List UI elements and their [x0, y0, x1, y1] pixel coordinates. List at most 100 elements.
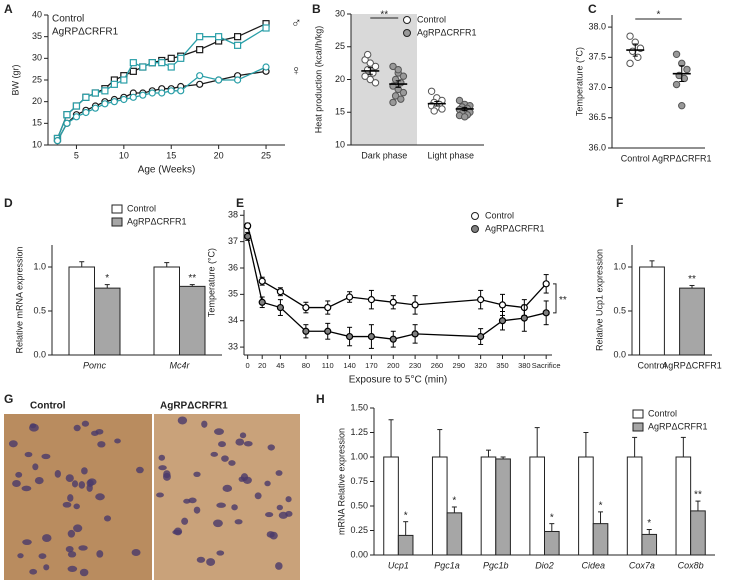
panel-letter: A: [4, 2, 13, 16]
data-point: [542, 280, 550, 288]
legend-label: Control: [127, 203, 156, 213]
y-tick-label: 1.50: [350, 402, 368, 412]
y-tick-label: 38: [228, 210, 238, 220]
y-tick-label: 36.5: [588, 112, 606, 122]
data-point: [345, 293, 354, 301]
histology-images: [4, 414, 300, 580]
y-tick-label: 15: [335, 107, 345, 117]
bar: [383, 456, 399, 556]
nucleus: [81, 467, 88, 475]
data-point: [177, 54, 185, 62]
data-point: [101, 87, 109, 95]
y-tick-label: 36.0: [588, 142, 606, 152]
data-point: [626, 59, 634, 68]
y-tick-label: 0.0: [33, 349, 46, 359]
x-tick-label: 290: [453, 361, 466, 370]
x-tick-label: 20: [214, 150, 224, 160]
nucleus: [34, 477, 44, 485]
legend-swatch: [632, 422, 644, 432]
panel-letter: B: [312, 2, 321, 16]
data-point: [53, 137, 62, 145]
x-tick-label: 25: [261, 150, 271, 160]
bar: [529, 456, 546, 556]
data-point: [520, 314, 528, 322]
data-point: [399, 88, 408, 97]
y-tick-label: 0.5: [33, 305, 46, 315]
panel-letter: E: [236, 196, 244, 210]
nucleus: [42, 534, 52, 543]
legend-swatch: [471, 225, 479, 233]
bar: [153, 266, 180, 356]
nucleus: [216, 502, 226, 508]
data-point: [371, 79, 380, 87]
bar: [641, 533, 658, 556]
data-point: [363, 50, 372, 59]
data-point: [82, 93, 90, 101]
data-point: [148, 59, 156, 67]
nucleus: [193, 506, 201, 514]
data-point: [389, 335, 397, 343]
x-tick-label: 380: [518, 361, 531, 370]
data-point: [215, 76, 223, 84]
nucleus: [67, 494, 74, 502]
bar: [68, 266, 95, 356]
series-line: [247, 225, 547, 309]
y-tick-label: 0.75: [350, 476, 368, 486]
y-tick-label: 1.0: [613, 261, 626, 271]
bar: [639, 266, 665, 356]
legend-label: Control: [417, 14, 446, 24]
panel-letter: D: [4, 196, 13, 210]
significance: *: [404, 510, 408, 521]
data-point: [345, 332, 354, 341]
data-point: [461, 113, 469, 121]
nucleus: [222, 484, 233, 492]
data-point: [129, 59, 137, 67]
data-point: [680, 74, 689, 83]
nucleus: [285, 496, 292, 503]
x-tick-label: 170: [365, 361, 378, 370]
data-point: [391, 92, 400, 100]
nucleus: [43, 564, 50, 571]
nucleus: [22, 539, 32, 546]
x-tick-label: Cox7a: [629, 560, 655, 570]
y-axis-label: mRNA Relative expression: [336, 428, 346, 535]
x-tick-label: Control: [621, 153, 650, 163]
image-knockout: [154, 414, 300, 580]
legend-label: AgRPΔCRFR1: [417, 27, 477, 37]
bar: [446, 512, 463, 556]
y-tick-label: 1.25: [350, 427, 368, 437]
nucleus: [173, 527, 183, 536]
sex-symbol: ♀: [291, 62, 302, 78]
image-label: AgRPΔCRFR1: [160, 401, 228, 412]
x-tick-label: 0: [246, 361, 250, 370]
nucleus: [216, 550, 225, 556]
nucleus: [264, 480, 271, 487]
x-tick-label: Cox8b: [678, 560, 704, 570]
x-tick-label: 110: [322, 361, 334, 370]
data-point: [366, 59, 374, 67]
panel-letter: G: [4, 392, 13, 406]
legend-label: Control: [52, 14, 84, 25]
x-tick-label: Cidea: [581, 560, 605, 570]
nucleus: [235, 438, 245, 446]
data-point: [367, 296, 376, 304]
nucleus: [12, 480, 21, 487]
nucleus: [54, 470, 61, 478]
data-point: [244, 222, 252, 230]
nucleus: [158, 465, 167, 471]
data-point: [411, 301, 419, 309]
nucleus: [254, 492, 262, 500]
y-tick-label: 36: [228, 262, 238, 272]
data-point: [215, 33, 223, 41]
nucleus: [265, 512, 274, 518]
x-tick-label: 80: [302, 361, 310, 370]
x-tick-label: Pgc1b: [483, 560, 509, 570]
nucleus: [15, 471, 23, 478]
nucleus: [267, 444, 275, 451]
data-point: [397, 95, 405, 103]
y-axis-label: Relative mRNA expression: [14, 246, 24, 353]
nucleus: [73, 524, 83, 533]
data-point: [276, 288, 285, 296]
y-tick-label: 15: [32, 118, 42, 128]
data-point: [139, 91, 147, 99]
